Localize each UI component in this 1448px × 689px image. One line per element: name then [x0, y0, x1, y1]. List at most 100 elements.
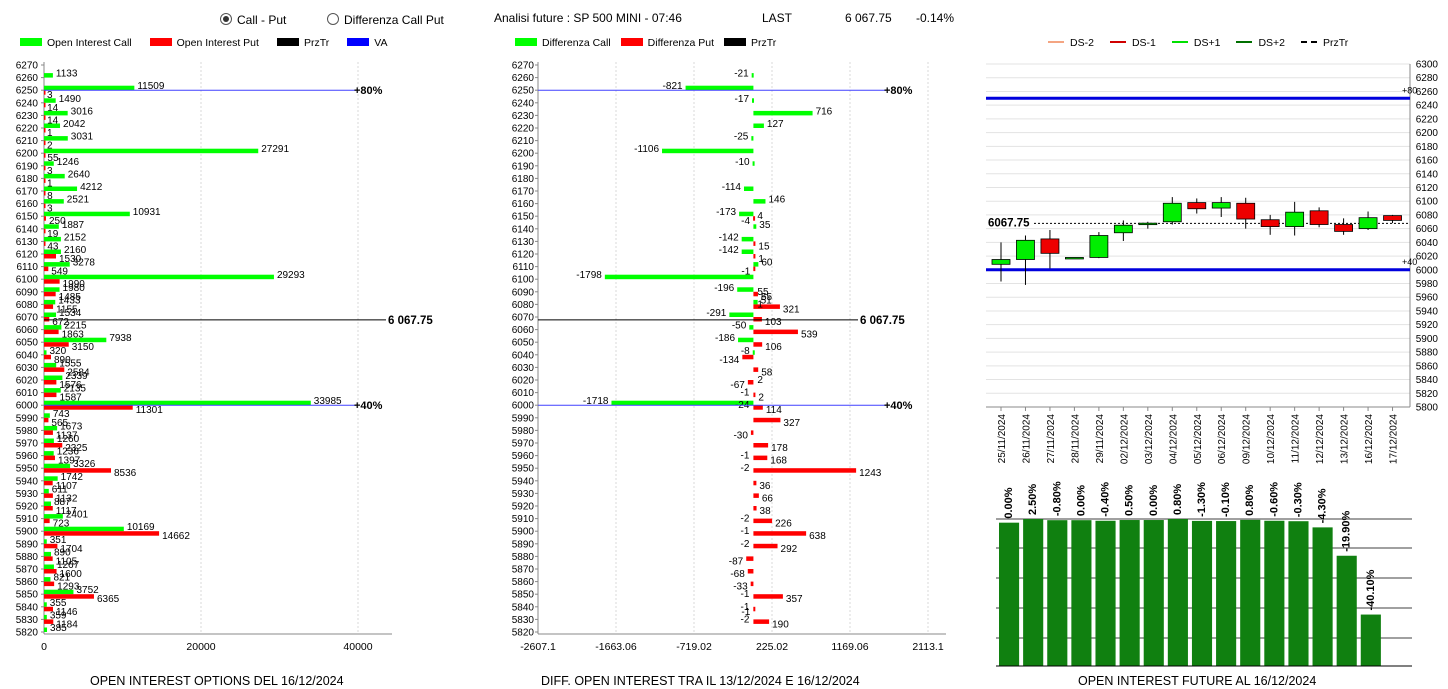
extra-value-label: -1	[741, 602, 750, 613]
x-tick-label: -2607.1	[520, 641, 556, 653]
y-tick-label: 6210	[16, 136, 39, 147]
bar-diff-put	[753, 594, 783, 599]
y-tick-label: 6010	[512, 388, 535, 399]
bar-put	[44, 191, 46, 196]
bar-put-label: 1132	[56, 493, 78, 504]
y-tick-label: 5900	[1416, 334, 1439, 345]
bar-future-oi-label: 2.50%	[1027, 484, 1039, 515]
bar-put	[44, 317, 50, 322]
x-tick-label: 1169.06	[831, 641, 868, 653]
bar-call-label: 11509	[137, 81, 165, 92]
bar-call	[44, 425, 58, 431]
y-tick-label: 6090	[16, 287, 39, 298]
y-tick-label: 6250	[16, 86, 39, 97]
bar-future-oi	[999, 522, 1020, 666]
bar-put-label: 2584	[67, 367, 90, 378]
bar-future-oi	[1240, 519, 1261, 666]
bar-put-label: 565	[51, 418, 68, 429]
bar-diff-put-label: 1243	[859, 468, 882, 479]
bar-call	[44, 186, 78, 191]
bar-call-label: 2339	[65, 371, 88, 382]
bar-put-label: 2325	[65, 443, 88, 454]
y-tick-label: 5980	[512, 426, 535, 437]
x-tick-label: 11/12/2024	[1291, 414, 1302, 464]
y-tick-label: 6080	[1416, 210, 1439, 221]
bar-put-label: 1600	[60, 569, 83, 580]
y-tick-label: 6010	[16, 388, 39, 399]
bar-diff-put	[747, 569, 754, 574]
bar-diff-put	[746, 556, 754, 561]
legend-swatch	[515, 38, 537, 46]
y-tick-label: 5860	[16, 577, 39, 588]
radio-unselected-icon	[327, 13, 339, 25]
bar-call	[44, 602, 47, 607]
bar-diff-put	[753, 468, 857, 473]
candle-body	[1065, 257, 1084, 260]
bar-diff-call-label: 35	[759, 220, 771, 231]
bar-call	[44, 627, 48, 632]
bar-diff-put	[753, 291, 758, 297]
bar-diff-put	[753, 518, 773, 524]
bar-diff-put-label: 190	[772, 619, 789, 630]
bar-diff-put-label: 36	[759, 481, 771, 492]
bar-call	[44, 577, 51, 582]
bar-call	[44, 73, 53, 78]
x-tick-label: 04/12/2024	[1168, 414, 1179, 464]
bar-diff-put-label: 327	[783, 418, 800, 429]
bar-put-label: 3	[47, 204, 53, 215]
bar-put	[44, 493, 53, 498]
y-tick-label: 6000	[16, 401, 39, 412]
bar-diff-call-label: -8	[741, 346, 750, 357]
candle-body	[1236, 202, 1256, 220]
bar-call-label: 1260	[57, 434, 80, 445]
bar-future-oi-label: -0.40%	[1100, 482, 1112, 517]
bar-call	[44, 199, 64, 204]
bar-diff-call	[753, 224, 757, 229]
y-tick-label: 5970	[512, 439, 535, 450]
bar-call-label: 2152	[64, 232, 87, 243]
bar-put	[44, 241, 46, 246]
y-tick-label: 5840	[16, 602, 39, 613]
y-tick-label: 6240	[16, 98, 39, 109]
extra-value-label: -1	[741, 388, 750, 399]
bar-diff-call	[729, 312, 754, 317]
y-tick-label: 6140	[512, 224, 535, 235]
legend-item: PrzTr	[724, 37, 776, 49]
bar-call-label: 2042	[63, 119, 86, 130]
legend-label: PrzTr	[751, 37, 777, 49]
bar-call-label: 1555	[59, 358, 82, 369]
radio-differenza[interactable]: Differenza Call Put	[327, 13, 444, 27]
y-tick-label: 6160	[16, 199, 39, 210]
extra-value-label: -2	[741, 539, 750, 550]
legend-item: DS+2	[1236, 37, 1285, 49]
bar-call	[44, 274, 274, 280]
last-label: LAST	[762, 11, 793, 25]
bar-call-label: 3278	[73, 258, 96, 269]
y-tick-label: 6160	[1416, 156, 1439, 167]
legend-swatch	[724, 38, 747, 46]
extra-value-label: 2	[757, 375, 763, 386]
bar-future-oi	[1264, 520, 1285, 666]
bar-future-oi-label: -0.30%	[1292, 482, 1304, 517]
bar-call	[44, 136, 68, 141]
price-label: 6067.75	[988, 217, 1030, 229]
bar-call	[44, 299, 56, 305]
bar-call	[44, 85, 135, 91]
y-tick-label: 6260	[1416, 87, 1439, 98]
bar-call	[44, 551, 51, 557]
bar-call-label: 320	[50, 346, 67, 357]
x-tick-label: 0	[41, 641, 47, 653]
extra-value-label: -1	[741, 451, 750, 462]
radio-call-put[interactable]: Call - Put	[220, 13, 286, 27]
bar-call	[44, 110, 68, 116]
bar-diff-call-label: -821	[663, 81, 683, 92]
bar-call	[44, 539, 47, 544]
y-tick-label: 6220	[512, 124, 535, 135]
y-tick-label: 5830	[512, 615, 535, 626]
y-tick-label: 6220	[16, 124, 39, 135]
y-tick-label: 6060	[1416, 224, 1439, 235]
bar-call	[44, 362, 57, 368]
legend-label: DS-1	[1131, 37, 1156, 49]
bar-put-label: 1155	[56, 304, 78, 315]
bar-diff-call	[611, 400, 754, 406]
